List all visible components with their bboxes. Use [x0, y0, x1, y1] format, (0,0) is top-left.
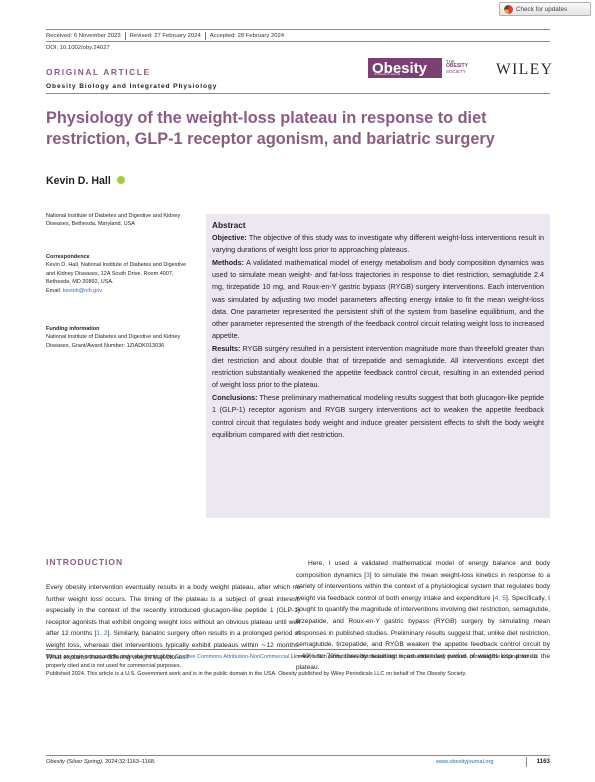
footer-journal: Obesity (Silver Spring).: [46, 759, 104, 765]
introduction-heading: INTRODUCTION: [46, 557, 124, 567]
intro-right-text-a: Here, I used a validated mathematical mo…: [296, 560, 550, 579]
results-text: RYGB surgery resulted in a persistent in…: [212, 343, 544, 390]
abstract-methods: Methods: A validated mathematical model …: [212, 257, 544, 342]
society-line-2: OBESITY: [446, 63, 468, 70]
affiliation: National Institute of Diabetes and Diges…: [46, 213, 181, 228]
publication-notice: Published 2024. This article is a U.S. G…: [46, 671, 467, 677]
intro-left-text-a: Every obesity intervention eventually re…: [46, 584, 300, 638]
introduction-left-paragraph: Every obesity intervention eventually re…: [46, 582, 300, 663]
email-label: Email:: [46, 287, 63, 294]
page-number: 1163: [526, 757, 550, 767]
check-for-updates-label: Check for updates: [516, 5, 568, 13]
article-title: Physiology of the weight-loss plateau in…: [46, 109, 495, 148]
publisher-logo: WILEY: [496, 61, 554, 78]
divider: [124, 31, 126, 40]
divider: [204, 31, 206, 40]
orcid-icon[interactable]: [117, 176, 125, 184]
abstract-heading: Abstract: [212, 220, 246, 230]
introduction-right-paragraph: Here, I used a validated mathematical mo…: [296, 558, 550, 674]
correspondence-heading: Correspondence: [46, 254, 90, 260]
intro-right-text-b: ] to simulate the mean weight-loss kinet…: [296, 571, 550, 602]
license-notice: This is an open access article under the…: [46, 653, 550, 679]
check-for-updates-button[interactable]: Check for updates: [499, 2, 591, 16]
society-line-1: THE: [446, 59, 455, 64]
reference-link[interactable]: 3: [366, 571, 370, 579]
revised-date: Revised: 27 February 2024: [129, 32, 201, 39]
email-link[interactable]: kevinh@nih.gov: [62, 287, 103, 294]
intro-left-text-b: ]. Similarly, bariatric surgery often re…: [46, 630, 301, 661]
conclusions-text: These preliminary mathematical modeling …: [212, 393, 544, 439]
reference-link[interactable]: 4, 5: [494, 594, 506, 602]
abstract-results: Results: RYGB surgery resulted in a pers…: [212, 343, 544, 391]
funding-block: Funding information National Institute o…: [46, 325, 196, 350]
accepted-date: Accepted: 28 February 2024: [209, 32, 285, 39]
conclusions-label: Conclusions:: [212, 393, 258, 403]
abstract-box: Abstract Objective: The objective of thi…: [206, 214, 550, 518]
article-dates: Received: 6 November 2023 Revised: 27 Fe…: [46, 29, 550, 42]
results-label: Results:: [212, 343, 241, 353]
obesity-society-logo: THE OBESITY SOCIETY: [446, 59, 492, 74]
footer-citation: Obesity (Silver Spring). 2024;32:1163–11…: [46, 759, 156, 765]
article-type: ORIGINAL ARTICLE: [46, 67, 151, 77]
received-date: Received: 6 November 2023: [46, 32, 121, 39]
funding-heading: Funding information: [46, 326, 100, 332]
objective-label: Objective:: [212, 233, 247, 243]
correspondence-text: Kevin D. Hall, National Institute of Dia…: [46, 262, 187, 286]
funding-text: National Institute of Diabetes and Diges…: [46, 334, 181, 349]
correspondence-block: Correspondence Kevin D. Hall, National I…: [46, 253, 196, 295]
journal-website-link[interactable]: www.obesityjournal.org: [436, 759, 494, 765]
society-line-3: SOCIETY: [446, 69, 466, 75]
methods-text: A validated mathematical model of energy…: [212, 258, 544, 340]
license-text-b: License, which permits use, distribution…: [46, 654, 538, 669]
crossmark-icon: [504, 4, 513, 14]
journal-logo-text: Obesity: [372, 59, 428, 77]
divider: [46, 755, 550, 756]
abstract-conclusions: Conclusions: These preliminary mathemati…: [212, 392, 544, 440]
doi[interactable]: DOI: 10.1002/oby.24027: [46, 45, 110, 51]
abstract-objective: Objective: The objective of this study w…: [212, 232, 544, 256]
objective-text: The objective of this study was to inves…: [212, 233, 544, 255]
journal-section: Obesity Biology and Integrated Physiolog…: [46, 83, 550, 94]
intro-right-text-c: ]. Specifically, I sought to quantify th…: [296, 594, 551, 672]
obesity-journal-logo: Obesity A Research Journal: [368, 58, 442, 78]
divider: [46, 649, 550, 650]
reference-link[interactable]: 1, 2: [96, 630, 108, 638]
footer-volume: 2024;32:1163–1168.: [103, 759, 156, 765]
author-name: Kevin D. Hall: [46, 175, 111, 187]
methods-label: Methods:: [212, 258, 244, 268]
license-text-a: This is an open access article under the…: [46, 654, 176, 660]
license-link[interactable]: Creative Commons Attribution-NonCommerci…: [175, 654, 290, 660]
journal-logo-tagline: A Research Journal: [374, 72, 401, 76]
